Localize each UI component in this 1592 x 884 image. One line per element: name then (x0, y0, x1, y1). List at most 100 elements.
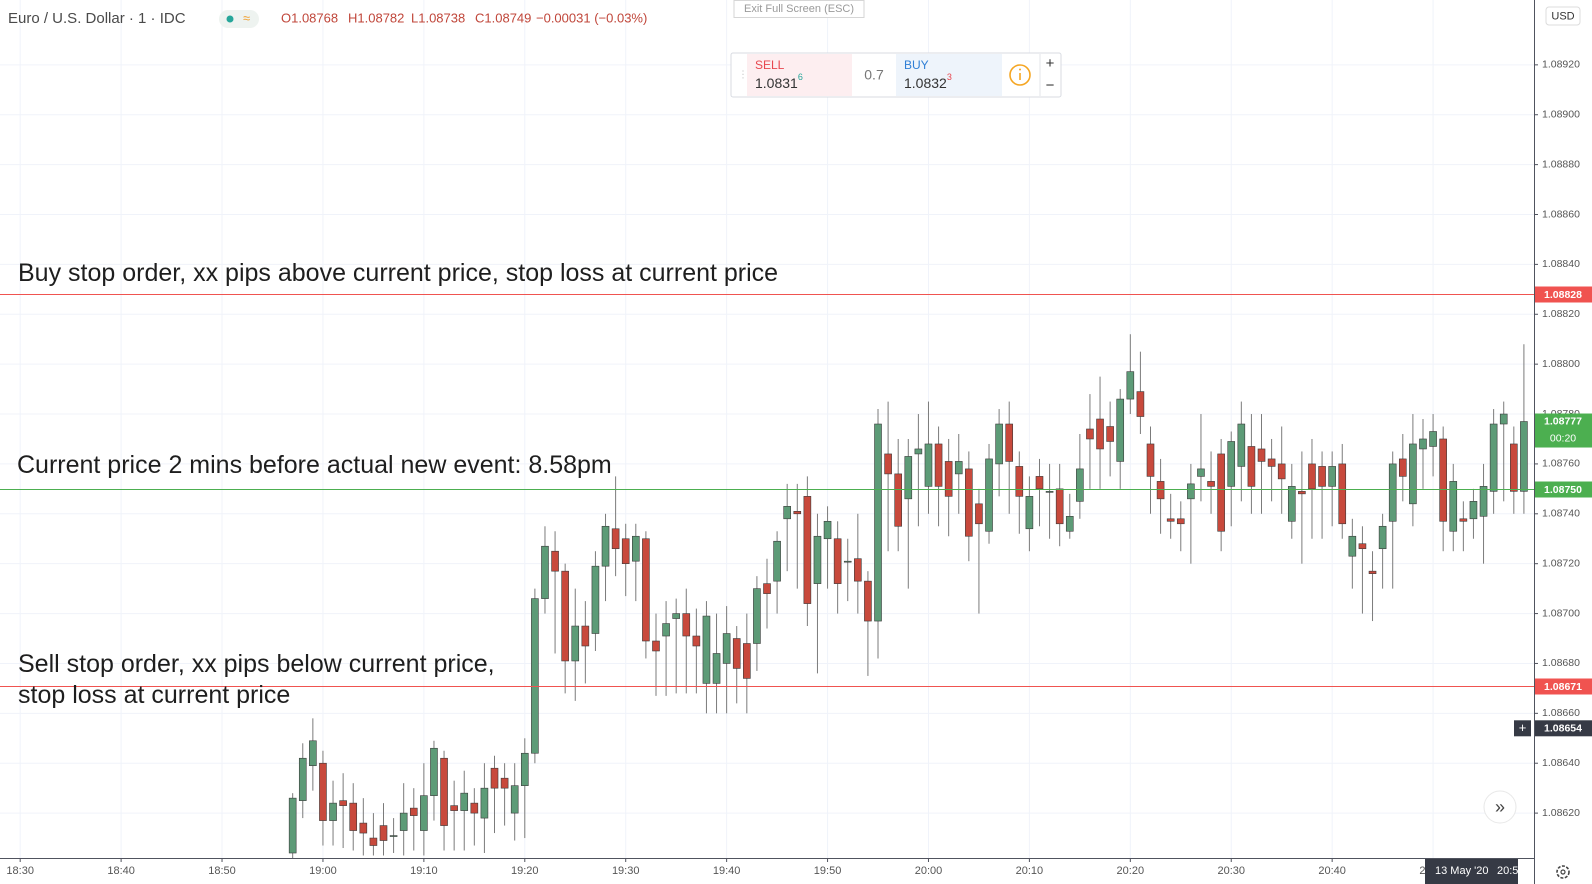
candle-body (1207, 481, 1215, 487)
sell-price-main: 1.0831 (755, 75, 798, 91)
y-tick-label: 1.08760 (1542, 458, 1580, 470)
candle-body (561, 570, 569, 662)
candle-body (1227, 441, 1236, 487)
date-badge (1425, 859, 1518, 884)
candle-body (1368, 570, 1377, 574)
candle-body (722, 633, 731, 664)
annotation-line: Sell stop order, xx pips below current p… (18, 650, 495, 678)
candle-body (894, 473, 902, 527)
candle-body (1136, 391, 1145, 417)
y-tick-label: 1.08860 (1542, 208, 1580, 220)
countdown-label: 00:20 (1550, 432, 1576, 444)
y-tick-label: 1.08620 (1542, 807, 1580, 819)
candle-body (389, 835, 398, 837)
candle-body (743, 643, 751, 679)
y-tick-label: 1.08900 (1542, 109, 1580, 121)
candle-body (440, 757, 448, 826)
candle-body (1358, 543, 1367, 550)
candle-body (571, 625, 580, 662)
candle-body (450, 805, 458, 811)
sell-label: SELL (755, 58, 785, 72)
candle-body (833, 538, 842, 584)
scroll-to-realtime[interactable] (1483, 790, 1517, 824)
candle-body (753, 588, 761, 644)
candle-body (399, 812, 408, 831)
exit-fullscreen-button[interactable] (733, 0, 865, 18)
y-tick-label: 1.08800 (1542, 358, 1580, 370)
qty-minus[interactable]: − (1046, 77, 1055, 94)
buy-price: 1.08323 (904, 72, 952, 90)
status-pill[interactable] (219, 10, 259, 28)
annotation: Current price 2 mins before actual new e… (17, 451, 612, 479)
candle-body (1409, 443, 1417, 505)
candle-body (1459, 518, 1468, 522)
date-badge-date: 13 May '20 (1435, 865, 1488, 877)
ohlc-change: −0.00031 (−0.03%) (536, 10, 647, 25)
info-icon[interactable] (1009, 64, 1031, 86)
candle-body (1388, 463, 1397, 522)
candle-body (1187, 483, 1195, 500)
last-price-badge (1535, 413, 1592, 448)
candle-body (1338, 463, 1347, 525)
candle-body (732, 638, 741, 669)
candle-body (944, 461, 953, 497)
y-tick-label: 1.08820 (1542, 308, 1580, 320)
candle-body (843, 560, 852, 563)
buy-label: BUY (904, 58, 929, 72)
buy-button[interactable] (896, 54, 1002, 96)
candle-body (884, 453, 892, 475)
y-tick-label: 1.08840 (1542, 258, 1580, 270)
sell-button[interactable] (747, 54, 852, 96)
candle-body (793, 511, 802, 515)
currency-button[interactable] (1545, 6, 1581, 26)
candle-body (1318, 466, 1326, 487)
candle-body (1065, 515, 1074, 532)
candle-body (924, 443, 933, 487)
candle-body (1257, 448, 1266, 462)
candle-body (1429, 431, 1437, 447)
candle-body (309, 740, 317, 767)
x-tick-label: 18:50 (208, 865, 236, 877)
market-open-dot (226, 15, 234, 23)
candle-body (965, 468, 973, 537)
spread: 0.7 (864, 67, 884, 83)
ohlc-close: C1.08749 (475, 10, 531, 25)
candle-body (1267, 458, 1276, 467)
qty-plus[interactable]: + (1046, 55, 1055, 72)
candle-body (379, 825, 388, 841)
price-badge (1535, 481, 1592, 498)
candle-body (541, 545, 549, 599)
annotation-line: stop loss at current price (18, 681, 290, 709)
candle-body (430, 747, 438, 796)
candle-body (1419, 438, 1427, 450)
candle-body (995, 423, 1003, 465)
y-tick-label: 1.08740 (1542, 508, 1580, 520)
candle-body (551, 550, 559, 572)
price-badge-label: 1.08750 (1544, 484, 1582, 496)
candle-body (652, 640, 660, 652)
plot-area (288, 334, 1528, 858)
candle-body (1277, 463, 1286, 480)
sell-price: 1.08316 (755, 72, 803, 90)
candle-body (601, 525, 610, 567)
candle-body (1096, 418, 1104, 450)
candle-body (1035, 476, 1044, 490)
annotation-line: Buy stop order, xx pips above current pr… (18, 259, 778, 287)
candle-body (702, 615, 711, 684)
buy-pip: 3 (947, 72, 952, 82)
settings-icon[interactable] (1556, 865, 1570, 879)
x-tick-label: 20:10 (1016, 865, 1044, 877)
annotation-line: Current price 2 mins before actual new e… (17, 451, 612, 479)
x-tick-label: 19:20 (511, 865, 539, 877)
candle-body (1520, 421, 1528, 492)
annotation: Sell stop order, xx pips below current p… (18, 650, 495, 709)
candle-body (1076, 468, 1084, 502)
candle-body (500, 777, 509, 789)
y-tick-label: 1.08720 (1542, 557, 1580, 569)
annotation: Buy stop order, xx pips above current pr… (18, 259, 778, 287)
candle-body (359, 822, 368, 834)
candle-body (1005, 423, 1014, 462)
y-tick-label: 1.08680 (1542, 657, 1580, 669)
candle-body (975, 503, 983, 525)
candle-body (1045, 491, 1054, 493)
